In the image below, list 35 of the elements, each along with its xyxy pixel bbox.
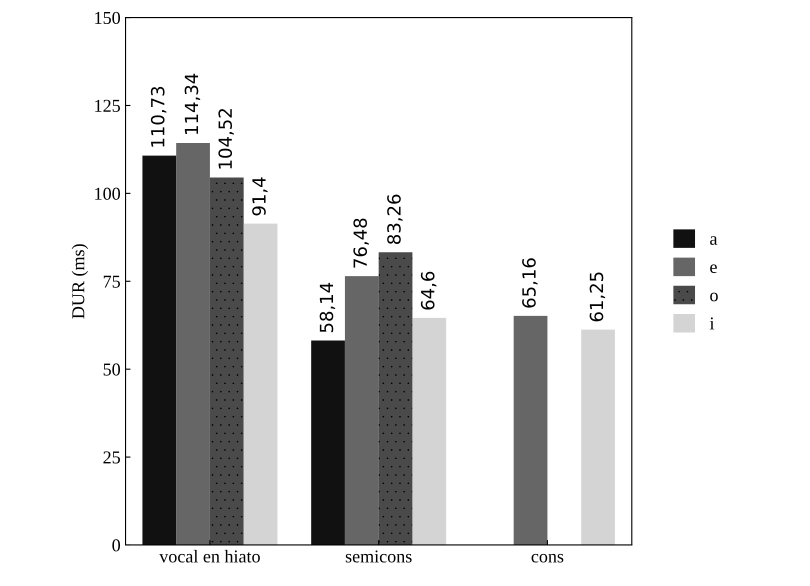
data-label: 114,34 xyxy=(184,74,200,134)
legend-label: e xyxy=(710,264,717,274)
bar xyxy=(412,318,446,545)
y-tick-label: 0 xyxy=(112,539,120,552)
data-label: 110,73 xyxy=(150,86,166,147)
x-tick-label: vocal en hiato xyxy=(159,550,260,563)
bar xyxy=(176,142,210,545)
y-axis-title: DUR (ms) xyxy=(72,244,88,319)
bar xyxy=(581,330,615,545)
bar xyxy=(514,316,548,545)
bar xyxy=(210,177,244,545)
data-label: 76,48 xyxy=(353,218,369,268)
y-tick-label: 100 xyxy=(95,188,120,200)
y-tick-label: 75 xyxy=(104,276,120,288)
data-label: 91,4 xyxy=(252,177,268,216)
data-label: 65,16 xyxy=(522,258,538,308)
legend-label: o xyxy=(710,292,718,302)
data-label: 61,25 xyxy=(590,272,606,322)
bar xyxy=(378,252,412,545)
y-tick-label: 50 xyxy=(104,363,120,376)
x-tick-label: semicons xyxy=(346,550,412,563)
bar xyxy=(244,224,278,545)
bar xyxy=(311,340,345,545)
data-label: 58,14 xyxy=(320,282,336,332)
data-label: 64,6 xyxy=(420,272,436,310)
x-tick-label: cons xyxy=(532,554,564,563)
y-tick-label: 125 xyxy=(95,100,120,112)
data-label: 104,52 xyxy=(218,109,234,168)
legend-label: i xyxy=(710,317,714,330)
y-tick-label: 150 xyxy=(95,12,120,24)
legend-label: a xyxy=(710,236,718,245)
y-tick-label: 25 xyxy=(103,451,120,464)
bar xyxy=(344,276,379,545)
data-label: 83,26 xyxy=(387,194,403,244)
bar xyxy=(142,156,176,545)
